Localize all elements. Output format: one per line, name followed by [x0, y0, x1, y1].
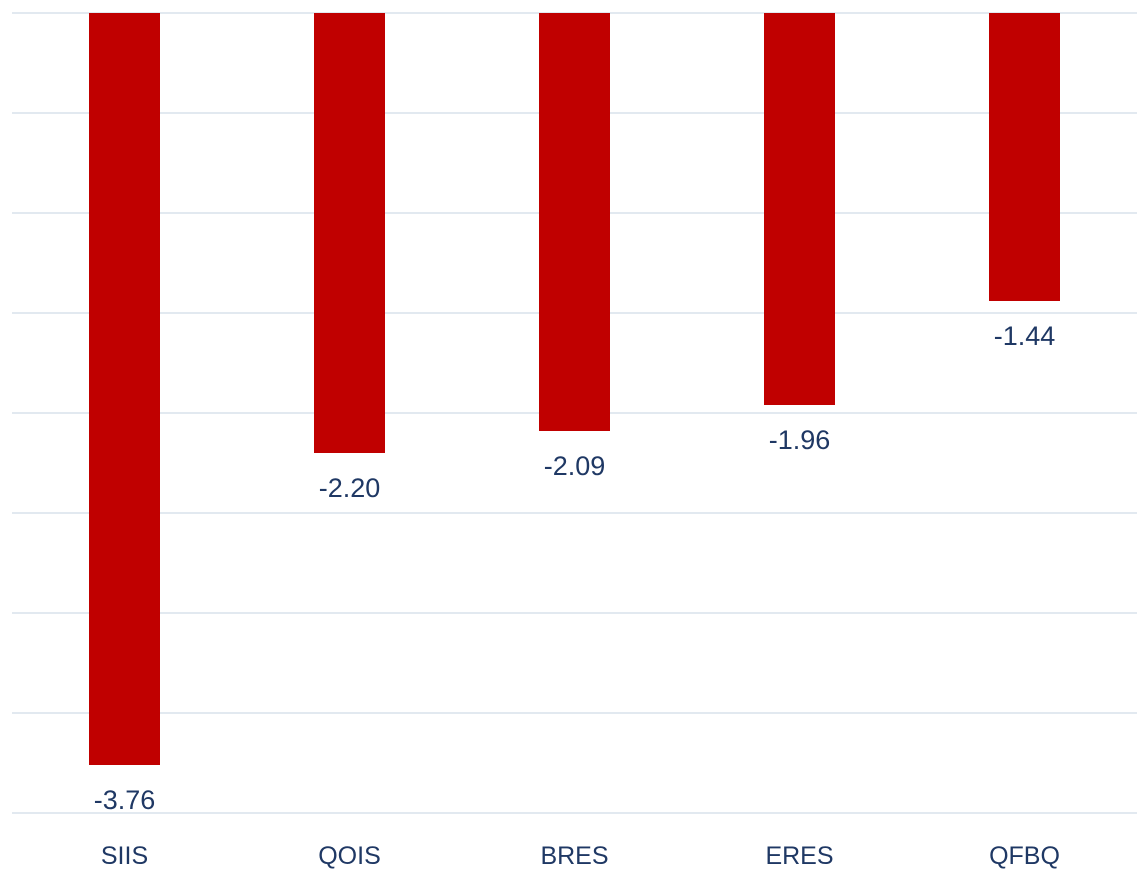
tick-label-siis: SIIS [101, 842, 148, 869]
bar-eres [764, 13, 835, 405]
bar-qois [314, 13, 385, 453]
bars [89, 13, 1060, 765]
bar-bres [539, 13, 610, 431]
bar-qfbq [989, 13, 1060, 301]
data-labels: -3.76 -2.20 -2.09 -1.96 -1.44 [94, 321, 1056, 815]
x-tick-labels: SIIS QOIS BRES ERES QFBQ [101, 842, 1060, 869]
tick-label-qfbq: QFBQ [989, 842, 1060, 869]
data-label-siis: -3.76 [94, 785, 156, 815]
bar-siis [89, 13, 160, 765]
data-label-qfbq: -1.44 [994, 321, 1056, 351]
data-label-eres: -1.96 [769, 425, 831, 455]
data-label-bres: -2.09 [544, 451, 606, 481]
tick-label-qois: QOIS [318, 842, 381, 869]
tick-label-eres: ERES [765, 842, 833, 869]
data-label-qois: -2.20 [319, 473, 381, 503]
tick-label-bres: BRES [540, 842, 608, 869]
